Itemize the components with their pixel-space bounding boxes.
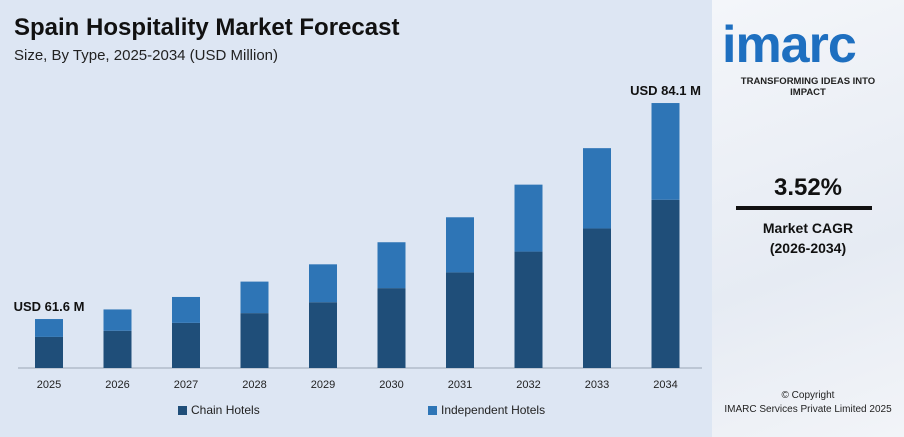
x-tick-label: 2030 bbox=[379, 379, 403, 391]
bar-independent-hotels-2029 bbox=[309, 264, 337, 303]
bar-chain-hotels-2025 bbox=[35, 336, 63, 368]
bar-chain-hotels-2032 bbox=[514, 251, 543, 368]
bar-chain-hotels-2029 bbox=[309, 302, 337, 368]
legend-item-independent: Independent Hotels bbox=[428, 403, 545, 417]
cagr-period: (2026-2034) bbox=[769, 240, 847, 256]
bar-independent-hotels-2031 bbox=[446, 217, 474, 273]
bar-chain-hotels-2034 bbox=[651, 199, 680, 368]
legend-item-chain: Chain Hotels bbox=[178, 403, 260, 417]
x-tick-label: 2034 bbox=[653, 379, 677, 391]
copyright: © Copyright bbox=[781, 390, 835, 401]
tagline: TRANSFORMING IDEAS INTO IMPACT bbox=[740, 76, 876, 98]
legend-swatch bbox=[178, 405, 187, 415]
bar-chain-hotels-2028 bbox=[240, 313, 269, 368]
legend-label: Chain Hotels bbox=[191, 403, 260, 417]
chart-panel: Spain Hospitality Market Forecast Size, … bbox=[0, 0, 712, 437]
bar-independent-hotels-2033 bbox=[583, 148, 611, 229]
bar-independent-hotels-2026 bbox=[103, 309, 132, 331]
bar-chain-hotels-2033 bbox=[583, 228, 611, 368]
bar-independent-hotels-2028 bbox=[240, 281, 269, 314]
bar-independent-hotels-2034 bbox=[651, 103, 680, 200]
bar-independent-hotels-2032 bbox=[514, 184, 543, 252]
bar-chain-hotels-2026 bbox=[103, 330, 132, 368]
bar-chain-hotels-2030 bbox=[377, 288, 406, 368]
bar-chain-hotels-2031 bbox=[446, 272, 474, 368]
bar-chart: 2025 USD 61.6 M 2026 2027 2028 2029 2030 2031 20… bbox=[14, 83, 702, 391]
divider bbox=[736, 206, 872, 210]
x-tick-label: 2033 bbox=[585, 379, 609, 391]
info-panel: imarc TRANSFORMING IDEAS INTO IMPACT 3.5… bbox=[712, 0, 904, 437]
bar-chain-hotels-2027 bbox=[172, 322, 200, 368]
chart-subtitle: Size, By Type, 2025-2034 (USD Million) bbox=[14, 47, 279, 64]
legend-swatch bbox=[428, 405, 437, 415]
data-label: USD 61.6 M bbox=[14, 299, 85, 314]
bar-independent-hotels-2030 bbox=[377, 242, 406, 289]
bar-independent-hotels-2025 bbox=[35, 319, 63, 337]
legend-label: Independent Hotels bbox=[441, 403, 546, 417]
company-name: IMARC Services Private Limited 2025 bbox=[724, 404, 892, 415]
x-tick-label: 2025 bbox=[37, 379, 61, 391]
x-tick-label: 2027 bbox=[174, 379, 198, 391]
x-tick-label: 2031 bbox=[448, 379, 472, 391]
imarc-logo: imarc bbox=[722, 16, 857, 74]
bar-independent-hotels-2027 bbox=[172, 296, 200, 323]
x-tick-label: 2028 bbox=[242, 379, 266, 391]
x-tick-label: 2032 bbox=[516, 379, 540, 391]
cagr-value: 3.52% bbox=[773, 174, 843, 201]
data-label: USD 84.1 M bbox=[630, 83, 701, 98]
x-tick-label: 2026 bbox=[105, 379, 129, 391]
chart-title: Spain Hospitality Market Forecast bbox=[14, 14, 400, 41]
cagr-label: Market CAGR bbox=[762, 220, 854, 236]
x-tick-label: 2029 bbox=[311, 379, 335, 391]
